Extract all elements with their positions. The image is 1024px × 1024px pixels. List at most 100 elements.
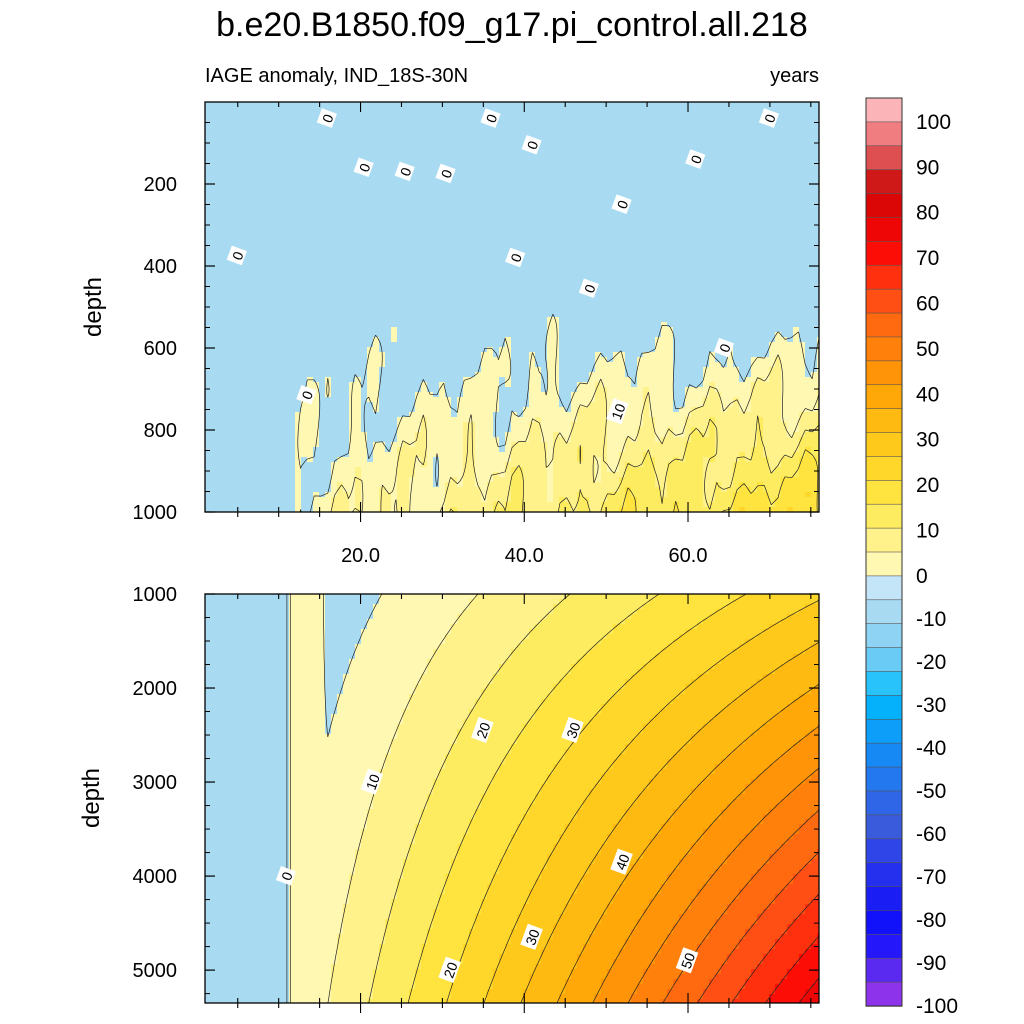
field-cell: [391, 197, 398, 203]
field-cell: [337, 247, 344, 253]
field-cell: [511, 222, 518, 228]
field-cell: [361, 362, 368, 368]
field-cell: [319, 127, 326, 133]
field-cell: [325, 247, 332, 253]
field-cell: [373, 372, 380, 378]
field-cell: [217, 412, 224, 418]
field-cell: [295, 482, 302, 488]
field-cell: [373, 442, 380, 448]
field-cell: [517, 297, 524, 303]
field-cell: [301, 157, 308, 163]
field-cell: [355, 447, 362, 453]
field-cell: [433, 127, 440, 133]
field-cell: [259, 237, 266, 243]
field-cell: [457, 482, 464, 488]
field-cell: [439, 322, 446, 328]
field-cell: [301, 207, 308, 213]
field-cell: [349, 177, 356, 183]
field-cell: [541, 257, 548, 263]
field-cell: [379, 337, 386, 343]
field-cell: [451, 352, 458, 358]
field-cell: [349, 217, 356, 223]
field-cell: [415, 487, 422, 493]
field-cell: [565, 172, 572, 178]
field-cell: [415, 237, 422, 243]
field-cell: [259, 377, 266, 383]
field-cell: [271, 252, 278, 258]
field-cell: [523, 307, 530, 313]
field-cell: [559, 177, 566, 183]
field-cell: [295, 442, 302, 448]
field-cell: [421, 217, 428, 223]
field-cell: [349, 407, 356, 413]
field-cell: [253, 122, 260, 128]
field-cell: [397, 212, 404, 218]
field-cell: [259, 442, 266, 448]
field-cell: [427, 307, 434, 313]
field-cell: [439, 442, 446, 448]
field-cell: [283, 367, 290, 373]
field-cell: [493, 507, 500, 512]
field-cell: [493, 147, 500, 153]
field-cell: [529, 277, 536, 283]
field-cell: [379, 177, 386, 183]
field-cell: [313, 427, 320, 433]
field-cell: [547, 337, 554, 343]
field-cell: [505, 217, 512, 223]
field-cell: [313, 422, 320, 428]
field-cell: [469, 182, 476, 188]
field-cell: [217, 432, 224, 438]
field-cell: [439, 142, 446, 148]
field-cell: [397, 387, 404, 393]
field-cell: [397, 507, 404, 512]
field-cell: [451, 287, 458, 293]
field-cell: [217, 162, 224, 168]
field-cell: [457, 382, 464, 388]
field-cell: [397, 282, 404, 288]
field-cell: [289, 232, 296, 238]
field-cell: [409, 307, 416, 313]
field-cell: [427, 197, 434, 203]
field-cell: [421, 407, 428, 413]
field-cell: [535, 502, 542, 508]
field-cell: [469, 272, 476, 278]
field-cell: [283, 167, 290, 173]
field-cell: [355, 507, 362, 512]
field-cell: [217, 257, 224, 263]
field-cell: [373, 467, 380, 473]
field-cell: [475, 452, 482, 458]
field-cell: [511, 417, 518, 423]
field-cell: [313, 342, 320, 348]
field-cell: [535, 432, 542, 438]
field-cell: [469, 242, 476, 248]
field-cell: [445, 157, 452, 163]
field-cell: [457, 102, 464, 108]
field-cell: [427, 152, 434, 158]
field-cell: [427, 287, 434, 293]
field-cell: [523, 212, 530, 218]
field-cell: [409, 322, 416, 328]
field-cell: [409, 252, 416, 258]
field-cell: [265, 207, 272, 213]
field-cell: [553, 477, 560, 483]
field-cell: [433, 362, 440, 368]
field-cell: [517, 452, 524, 458]
field-cell: [487, 427, 494, 433]
field-cell: [253, 487, 260, 493]
field-cell: [397, 342, 404, 348]
field-cell: [223, 372, 230, 378]
field-cell: [247, 107, 254, 113]
field-cell: [433, 397, 440, 403]
field-cell: [355, 312, 362, 318]
field-cell: [223, 157, 230, 163]
field-cell: [487, 262, 494, 268]
field-cell: [319, 277, 326, 283]
field-cell: [433, 227, 440, 233]
field-cell: [259, 467, 266, 473]
field-cell: [481, 277, 488, 283]
field-cell: [439, 257, 446, 263]
field-cell: [481, 307, 488, 313]
field-cell: [307, 472, 314, 478]
field-cell: [565, 217, 572, 223]
field-cell: [385, 322, 392, 328]
